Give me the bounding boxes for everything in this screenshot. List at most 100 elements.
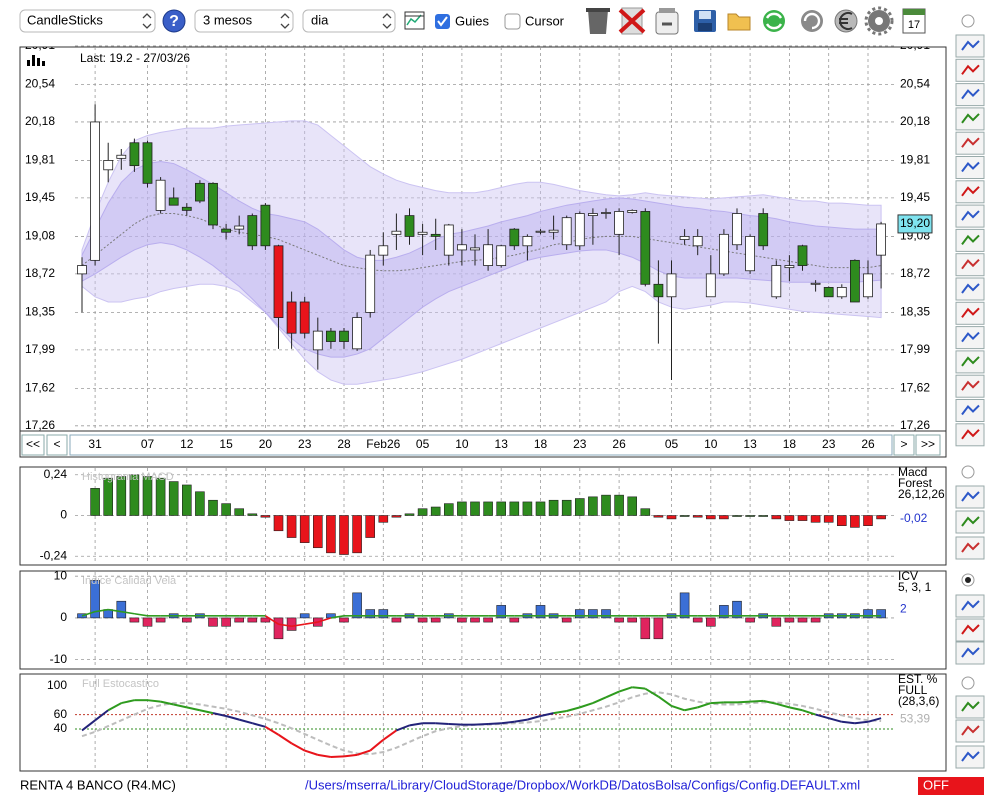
signal-line <box>81 610 96 617</box>
tool-icon <box>961 258 980 270</box>
series-segment <box>736 700 751 704</box>
calendar-icon[interactable] <box>902 8 926 34</box>
tool-button[interactable] <box>955 745 985 769</box>
histogram-bar <box>247 513 258 516</box>
series-segment <box>238 718 253 725</box>
histogram-bar <box>339 617 349 623</box>
tool-button[interactable] <box>955 641 985 665</box>
candle-body <box>221 228 232 233</box>
tool-button[interactable] <box>955 719 985 743</box>
histogram-bar <box>797 515 808 521</box>
tool-button[interactable] <box>955 485 985 509</box>
nav-first-button[interactable] <box>21 434 45 456</box>
histogram-bar <box>247 617 258 623</box>
date-scrollbar[interactable] <box>69 434 893 456</box>
period-select[interactable] <box>194 9 294 33</box>
cursor-checkbox[interactable] <box>504 13 521 30</box>
volume-icon[interactable] <box>27 55 45 66</box>
interval-value: dia <box>311 12 329 27</box>
save-icon[interactable] <box>694 10 716 32</box>
histogram-bar <box>260 617 271 623</box>
delete-icon[interactable] <box>618 7 646 35</box>
tool-button[interactable] <box>955 399 985 422</box>
tool-button[interactable] <box>955 536 985 560</box>
histogram-bar <box>614 617 624 623</box>
nav-last-button[interactable] <box>915 434 941 456</box>
folder-icon[interactable] <box>727 13 751 31</box>
histogram-bar <box>745 515 755 517</box>
panel-legend: 5, 3, 1 <box>898 580 932 594</box>
tool-button[interactable] <box>955 423 985 447</box>
tool-button[interactable] <box>955 618 985 642</box>
y-tick-label: 100 <box>47 678 67 692</box>
tool-button[interactable] <box>955 107 985 131</box>
candle-body <box>601 212 611 214</box>
histogram-bar <box>771 515 782 520</box>
histogram-bar <box>876 515 886 520</box>
settings-icon[interactable] <box>864 6 894 36</box>
tool-button[interactable] <box>955 350 985 374</box>
y-tick-label: 40 <box>54 721 68 735</box>
tool-button[interactable] <box>955 510 985 534</box>
histogram-bar <box>692 617 703 623</box>
histogram-bar <box>836 515 847 526</box>
tool-button[interactable] <box>955 131 985 155</box>
nav-next-button[interactable] <box>893 434 915 456</box>
tool-icon <box>961 624 980 635</box>
current-value: 53,39 <box>900 712 930 726</box>
checkmark <box>437 16 448 27</box>
series-segment <box>605 690 620 699</box>
status-badge[interactable] <box>918 777 984 795</box>
candle-body <box>588 213 598 217</box>
jar-icon[interactable] <box>655 8 679 35</box>
series-segment <box>107 702 122 712</box>
candle-body <box>456 244 467 251</box>
trash-icon[interactable] <box>586 8 610 34</box>
candle-body <box>194 182 205 202</box>
chart-type-select[interactable] <box>19 9 156 33</box>
tool-button[interactable] <box>955 695 985 719</box>
y-tick-label: 10 <box>54 568 68 582</box>
tool-icon <box>961 307 980 318</box>
panel-radio[interactable] <box>961 14 975 28</box>
tool-button[interactable] <box>955 594 985 618</box>
tool-button[interactable] <box>955 301 985 325</box>
candle-body <box>653 283 664 298</box>
reload-icon[interactable] <box>801 10 823 32</box>
tool-button[interactable] <box>955 156 985 179</box>
candle-body <box>692 236 703 247</box>
series-segment <box>828 717 843 723</box>
series-segment <box>81 719 96 732</box>
y-tick-label: -0,24 <box>40 548 68 562</box>
panel-legend: ICV <box>898 569 918 583</box>
panel-radio[interactable] <box>961 676 975 690</box>
series-segment <box>382 729 397 741</box>
tool-button[interactable] <box>955 83 985 107</box>
signal-line <box>264 615 279 625</box>
config-path[interactable]: /Users/mserra/Library/CloudStorage/Dropb… <box>305 777 860 792</box>
tool-button[interactable] <box>955 34 985 58</box>
euro-icon[interactable] <box>834 9 858 33</box>
histogram-bar <box>378 515 389 523</box>
tool-button[interactable] <box>955 180 985 204</box>
histogram-bar <box>535 605 546 619</box>
histogram-bar <box>208 499 218 516</box>
histogram-bar <box>378 609 389 619</box>
series-segment <box>815 713 829 720</box>
tool-button[interactable] <box>955 326 985 350</box>
tool-button[interactable] <box>955 58 985 82</box>
tool-button[interactable] <box>955 277 985 301</box>
help-button[interactable] <box>162 9 186 33</box>
series-segment <box>435 722 449 725</box>
candle-body <box>273 245 284 318</box>
tool-button[interactable] <box>955 253 985 277</box>
panel-radio[interactable] <box>961 465 975 479</box>
tool-button[interactable] <box>955 374 985 398</box>
refresh-icon[interactable] <box>763 10 785 32</box>
chart-icon[interactable] <box>404 11 425 30</box>
series-segment <box>160 700 174 706</box>
tool-button[interactable] <box>955 228 985 252</box>
tool-button[interactable] <box>955 204 985 228</box>
interval-select[interactable] <box>302 9 396 33</box>
nav-prev-button[interactable] <box>46 434 68 456</box>
